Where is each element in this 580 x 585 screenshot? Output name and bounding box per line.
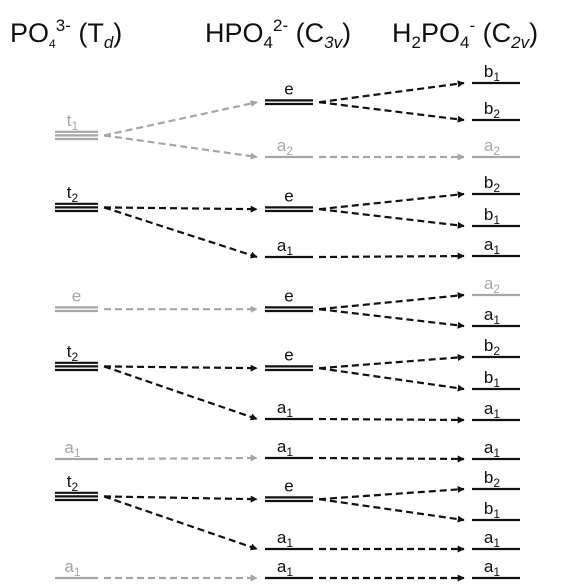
c3v-level: a2 <box>265 136 313 159</box>
c3v-level: e <box>265 186 313 213</box>
c2v-level: a1 <box>472 399 520 422</box>
correlation-arrow <box>318 416 465 424</box>
level-label: a1 <box>277 437 293 459</box>
c2v-level: a2 <box>472 274 520 297</box>
correlation-arrow <box>103 495 258 503</box>
correlation-arrow <box>103 495 258 551</box>
c3v-level: a1 <box>265 437 313 460</box>
correlation-arrow <box>318 498 465 523</box>
header-c2v: H2PO4- (C2v) <box>392 16 538 52</box>
correlation-arrow <box>103 206 258 259</box>
td-level: a1 <box>55 557 98 580</box>
c2v-level: a2 <box>472 136 520 159</box>
level-label: b2 <box>484 99 500 121</box>
c3v-level: e <box>265 476 313 503</box>
level-label: a1 <box>277 557 293 579</box>
level-label: a2 <box>484 136 500 158</box>
level-label: a1 <box>484 528 500 550</box>
header-td: PO43- (Td) <box>10 16 122 52</box>
c3v-level: a1 <box>265 236 313 259</box>
level-label: a1 <box>64 438 80 460</box>
c2v-level: b2 <box>472 99 520 122</box>
level-label: a1 <box>484 438 500 460</box>
level-label: b2 <box>484 173 500 195</box>
correlation-arrow <box>318 353 465 370</box>
c3v-level: a1 <box>265 528 313 551</box>
correlation-arrow <box>103 205 258 213</box>
level-label: a1 <box>484 235 500 257</box>
correlation-arrow <box>103 454 258 462</box>
correlation-arrow <box>318 367 465 392</box>
c3v-level: a1 <box>265 557 313 580</box>
c3v-level: e <box>265 345 313 372</box>
correlation-arrow <box>318 208 465 229</box>
correlation-arrow <box>318 485 465 501</box>
level-label: a2 <box>484 274 500 296</box>
c2v-level: a1 <box>472 235 520 258</box>
level-label: a1 <box>484 557 500 579</box>
level-label: e <box>284 286 293 305</box>
level-label: e <box>284 79 293 98</box>
level-label: e <box>284 345 293 364</box>
level-label: a1 <box>64 557 80 579</box>
correlation-arrow <box>318 252 465 260</box>
c2v-level: a1 <box>472 528 520 551</box>
c2v-level: b2 <box>472 336 520 359</box>
td-level: t2 <box>55 472 98 502</box>
c2v-level: a1 <box>472 438 520 461</box>
c3v-level: e <box>265 286 313 313</box>
c2v-level: b2 <box>472 468 520 491</box>
td-level: t2 <box>55 183 98 213</box>
energy-levels: t1 t2 e t2 a1 t2 a1 e a2 e a1 e e a1 a1 e a1 a1 b1 b2 a2 b2 b1… <box>55 62 520 580</box>
c2v-level: b2 <box>472 173 520 196</box>
level-label: t2 <box>67 342 79 364</box>
level-label: b1 <box>484 368 500 390</box>
correlation-arrow <box>318 292 465 311</box>
level-label: t1 <box>67 111 79 133</box>
level-label: a1 <box>277 398 293 420</box>
correlation-arrow <box>103 134 258 160</box>
level-label: a1 <box>484 305 500 327</box>
level-label: a1 <box>277 528 293 550</box>
correlation-arrow <box>318 191 465 211</box>
level-label: b2 <box>484 468 500 490</box>
correlation-arrows <box>103 80 465 582</box>
c2v-level: a1 <box>472 305 520 328</box>
correlation-arrow <box>318 80 465 104</box>
c2v-level: b1 <box>472 368 520 391</box>
c3v-level: e <box>265 79 313 106</box>
c2v-level: b1 <box>472 205 520 228</box>
td-level: t1 <box>55 111 98 141</box>
td-level: t2 <box>55 342 98 372</box>
correlation-arrow <box>318 101 465 123</box>
correlation-arrow <box>318 308 465 329</box>
header-c3v: HPO42- (C3v) <box>205 16 351 52</box>
td-level: a1 <box>55 438 98 461</box>
level-label: a2 <box>277 136 293 158</box>
level-label: e <box>284 476 293 495</box>
level-label: b1 <box>484 205 500 227</box>
level-label: t2 <box>67 472 79 494</box>
c2v-level: a1 <box>472 557 520 580</box>
level-label: b1 <box>484 499 500 521</box>
level-label: e <box>72 286 81 305</box>
c2v-level: b1 <box>472 62 520 85</box>
level-label: t2 <box>67 183 79 205</box>
level-label: b1 <box>484 62 500 84</box>
correlation-arrow <box>103 365 258 421</box>
level-label: b2 <box>484 336 500 358</box>
correlation-arrow <box>103 364 258 372</box>
correlation-arrow <box>318 455 465 463</box>
correlation-arrow <box>103 100 258 137</box>
level-label: e <box>284 186 293 205</box>
level-label: a1 <box>277 236 293 258</box>
level-label: a1 <box>484 399 500 421</box>
c2v-level: b1 <box>472 499 520 522</box>
c3v-level: a1 <box>265 398 313 421</box>
td-level: e <box>55 286 98 313</box>
